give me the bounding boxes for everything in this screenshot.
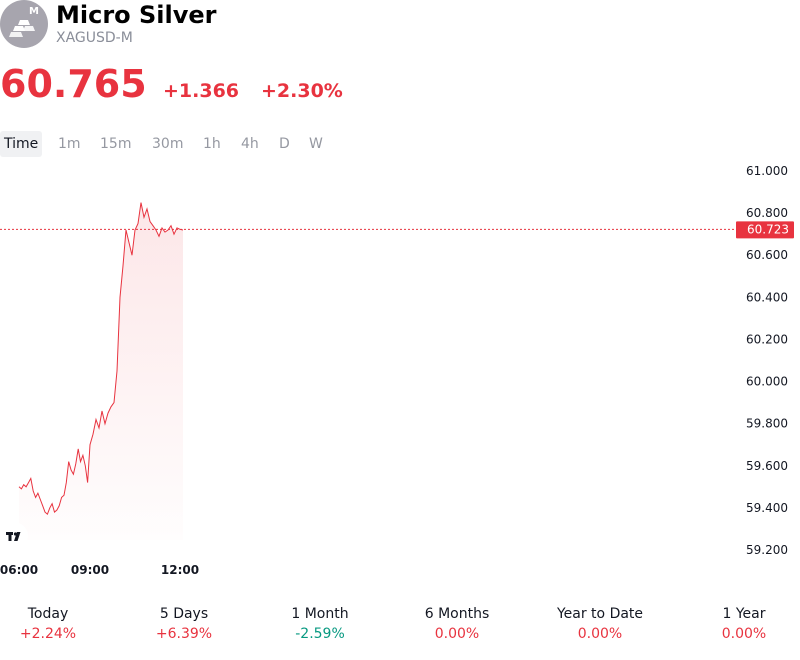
period-label: Year to Date [556,606,644,622]
period-value: 0.00% [577,626,623,642]
y-tick-label: 60.600 [746,248,788,262]
silver-bars-icon: M [0,0,48,48]
y-tick-label: 59.200 [746,543,788,557]
period-6-months[interactable]: 6 Months 0.00% [397,604,517,644]
logo-badge: M [29,6,39,17]
period-value: +2.24% [19,626,77,642]
tab-30m[interactable]: 30m [152,136,184,152]
period-year-to-date[interactable]: Year to Date 0.00% [540,604,660,644]
tab-w[interactable]: W [309,136,323,152]
y-tick-label: 60.200 [746,332,788,346]
y-tick-label: 60.800 [746,206,788,220]
y-tick-label: 59.800 [746,417,788,431]
area-fill [19,202,183,540]
period-today[interactable]: Today +2.24% [0,604,108,644]
period-5-days[interactable]: 5 Days +6.39% [124,604,244,644]
tab-d[interactable]: D [279,136,290,152]
tab-1m[interactable]: 1m [58,136,81,152]
x-tick-label: 12:00 [161,563,199,577]
period-value: 0.00% [434,626,480,642]
y-tick-label: 60.000 [746,375,788,389]
period-1-year[interactable]: 1 Year 0.00% [684,604,800,644]
y-tick-label: 59.400 [746,501,788,515]
x-tick-label: 09:00 [71,563,109,577]
symbol-label: XAGUSD-M [56,30,133,46]
period-value: +6.39% [155,626,213,642]
current-price-tag: 60.723 [736,221,794,239]
tradingview-logo-icon[interactable] [0,522,28,550]
y-tick-label: 61.000 [746,164,788,178]
y-tick-label: 59.600 [746,459,788,473]
period-value: 0.00% [721,626,767,642]
page-title: Micro Silver [56,1,217,29]
current-price-label: 60.723 [747,222,789,236]
tab-time[interactable]: Time [0,131,43,157]
y-tick-label: 60.400 [746,290,788,304]
period-label: Today [27,606,69,622]
last-price: 60.765 [0,62,147,106]
period-label: 1 Month [291,606,349,622]
x-tick-label: 06:00 [0,563,38,577]
period-label: 6 Months [424,606,490,622]
price-change: +1.366 [163,80,240,102]
period-label: 1 Year [722,606,766,622]
tab-4h[interactable]: 4h [241,136,259,152]
series-line [18,202,184,516]
period-label: 5 Days [159,606,209,622]
tab-1h[interactable]: 1h [203,136,221,152]
header: M Micro Silver XAGUSD-M [0,0,800,60]
performance-periods: Today +2.24% 5 Days +6.39% 1 Month -2.59… [0,604,800,654]
price-chart[interactable]: 61.000 60.800 60.600 60.400 60.200 60.000 59.8… [0,160,800,585]
tab-15m[interactable]: 15m [100,136,132,152]
period-value: -2.59% [295,626,345,642]
period-1-month[interactable]: 1 Month -2.59% [260,604,380,644]
price-change-percent: +2.30% [261,80,343,102]
